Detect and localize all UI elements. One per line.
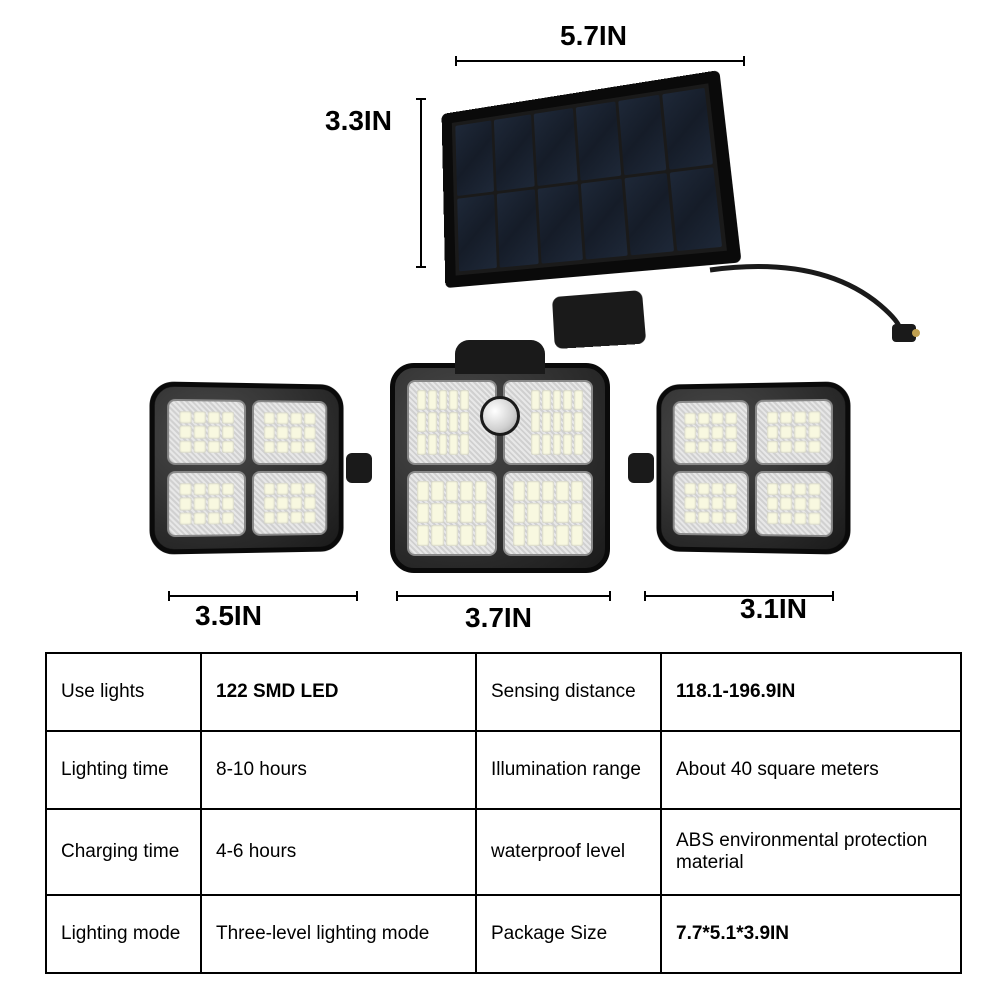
spec-value: 8-10 hours [201, 731, 476, 809]
table-row: Charging time4-6 hourswaterproof levelAB… [46, 809, 961, 895]
dim-line-panel-height [420, 98, 422, 268]
led-quad [754, 471, 832, 537]
led-quad [407, 471, 497, 556]
led-quad [503, 471, 593, 556]
dim-light-center: 3.7IN [465, 602, 532, 634]
mount-top [455, 340, 545, 374]
dim-light-right: 3.1IN [740, 593, 807, 625]
spec-label: Illumination range [476, 731, 661, 809]
spec-label: Use lights [46, 653, 201, 731]
solar-panel-grid [442, 70, 742, 288]
spec-value: Three-level lighting mode [201, 895, 476, 973]
spec-label: Lighting time [46, 731, 201, 809]
dim-line-panel-width [455, 60, 745, 62]
spec-value: ABS environmental protection material [661, 809, 961, 895]
spec-label: waterproof level [476, 809, 661, 895]
led-quad [251, 400, 327, 465]
spec-value: 118.1-196.9IN [661, 653, 961, 731]
spec-label: Charging time [46, 809, 201, 895]
led-light-unit [150, 350, 850, 585]
led-head-left [150, 381, 344, 555]
led-quad [251, 470, 327, 535]
led-quad [673, 470, 749, 535]
dim-line-center [396, 595, 611, 597]
hinge-right [628, 453, 654, 483]
spec-value: 7.7*5.1*3.9IN [661, 895, 961, 973]
hinge-left [346, 453, 372, 483]
table-row: Lighting modeThree-level lighting modePa… [46, 895, 961, 973]
led-head-right [656, 381, 850, 555]
spec-value: 122 SMD LED [201, 653, 476, 731]
product-infographic: 5.7IN 3.3IN [0, 0, 1000, 1000]
spec-value: About 40 square meters [661, 731, 961, 809]
panel-mount [552, 290, 646, 349]
dim-panel-height: 3.3IN [325, 105, 392, 137]
led-head-center [390, 363, 610, 573]
led-quad [754, 398, 832, 464]
dim-light-left: 3.5IN [195, 600, 262, 632]
table-row: Lighting time8-10 hoursIllumination rang… [46, 731, 961, 809]
dim-panel-width: 5.7IN [560, 20, 627, 52]
spec-label: Package Size [476, 895, 661, 973]
led-quad [167, 398, 245, 464]
cable [700, 260, 920, 350]
led-quad [673, 400, 749, 465]
spec-table: Use lights122 SMD LEDSensing distance118… [45, 652, 962, 974]
spec-label: Sensing distance [476, 653, 661, 731]
spec-value: 4-6 hours [201, 809, 476, 895]
pir-sensor [480, 396, 520, 436]
led-quad [167, 471, 245, 537]
table-row: Use lights122 SMD LEDSensing distance118… [46, 653, 961, 731]
dim-line-left [168, 595, 358, 597]
spec-label: Lighting mode [46, 895, 201, 973]
